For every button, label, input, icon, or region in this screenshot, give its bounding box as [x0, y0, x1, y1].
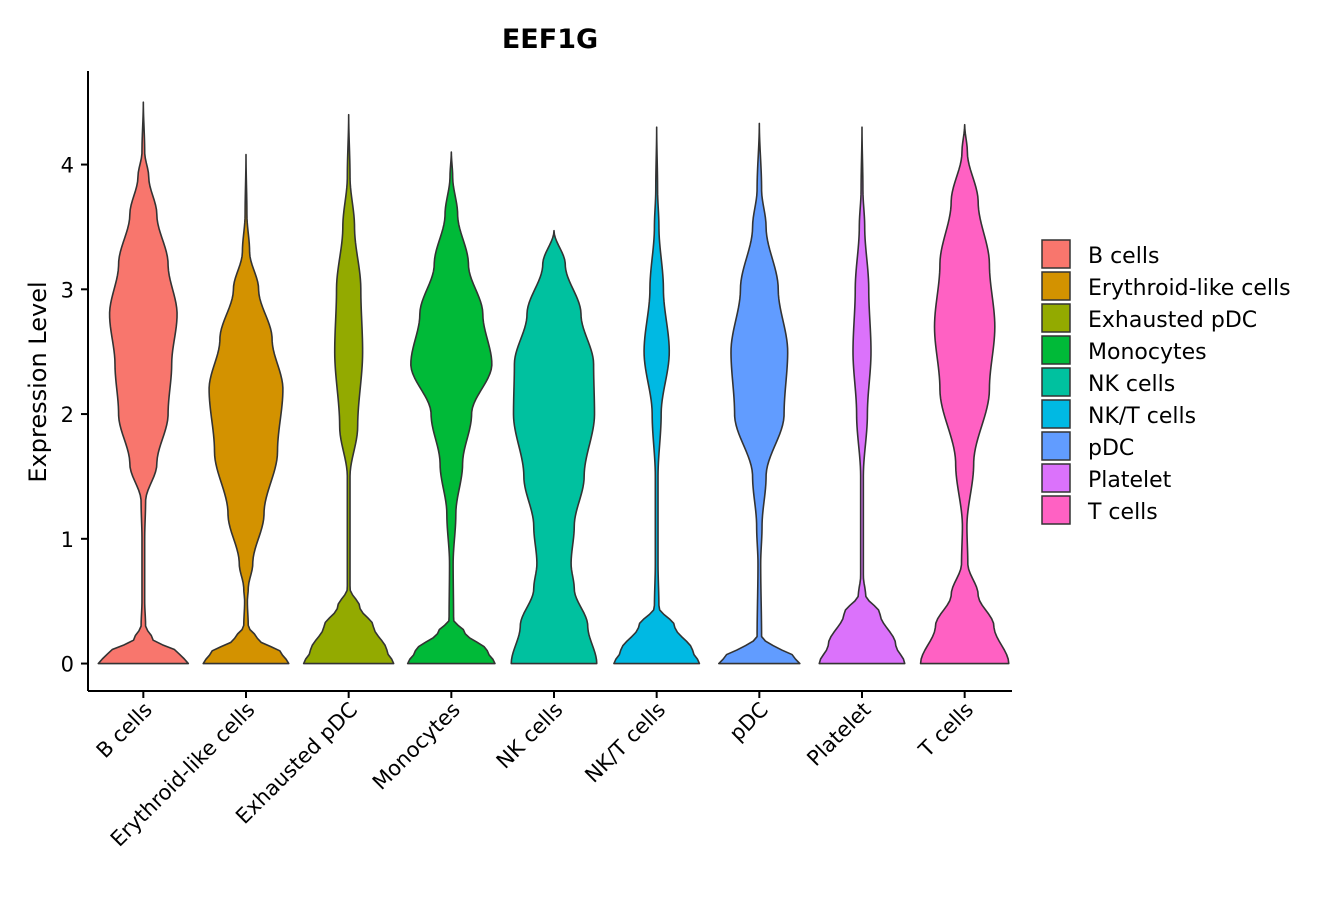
violin-2 — [302, 113, 395, 665]
legend-swatch — [1041, 303, 1071, 333]
legend: B cells Erythroid-like cells Exhausted pDC… — [1041, 239, 1291, 525]
legend-label: Erythroid-like cells — [1088, 276, 1291, 301]
x-tick-label: Monocytes — [368, 698, 465, 795]
violin-8 — [919, 123, 1010, 665]
violin-0 — [97, 101, 190, 665]
legend-label: pDC — [1088, 436, 1134, 461]
legend-label: Monocytes — [1088, 340, 1207, 365]
legend-swatch — [1041, 271, 1071, 301]
legend-swatch — [1041, 399, 1071, 429]
legend-swatch — [1041, 335, 1071, 365]
x-tick-label: B cells — [92, 698, 157, 763]
violin-6 — [718, 122, 801, 665]
legend-swatch — [1041, 239, 1071, 269]
y-tick-label: 4 — [61, 154, 74, 178]
chart-title: EEF1G — [502, 24, 598, 55]
violin-4 — [510, 229, 598, 665]
y-tick-label: 0 — [61, 653, 74, 677]
legend-label: T cells — [1087, 500, 1158, 525]
x-tick-label: pDC — [725, 698, 773, 746]
legend-swatch — [1041, 495, 1071, 525]
violin-7 — [818, 126, 906, 665]
violin-5 — [613, 126, 701, 665]
legend-swatch — [1041, 463, 1071, 493]
y-tick-label: 3 — [61, 278, 74, 302]
legend-label: NK cells — [1088, 372, 1175, 397]
x-tick-label: NK cells — [492, 698, 568, 774]
legend-swatch — [1041, 367, 1071, 397]
legend-swatch — [1041, 431, 1071, 461]
violin-1 — [202, 153, 290, 665]
legend-label: B cells — [1088, 244, 1159, 269]
y-tick-label: 1 — [61, 528, 74, 552]
x-tick-label: Platelet — [802, 698, 875, 771]
legend-label: Platelet — [1088, 468, 1172, 493]
violin-3 — [406, 151, 496, 665]
x-tick-label: T cells — [913, 698, 978, 763]
legend-label: NK/T cells — [1088, 404, 1196, 429]
y-tick-label: 2 — [61, 403, 74, 427]
legend-label: Exhausted pDC — [1088, 308, 1257, 333]
y-axis-label: Expression Level — [24, 281, 52, 482]
x-tick-label: NK/T cells — [580, 698, 670, 788]
